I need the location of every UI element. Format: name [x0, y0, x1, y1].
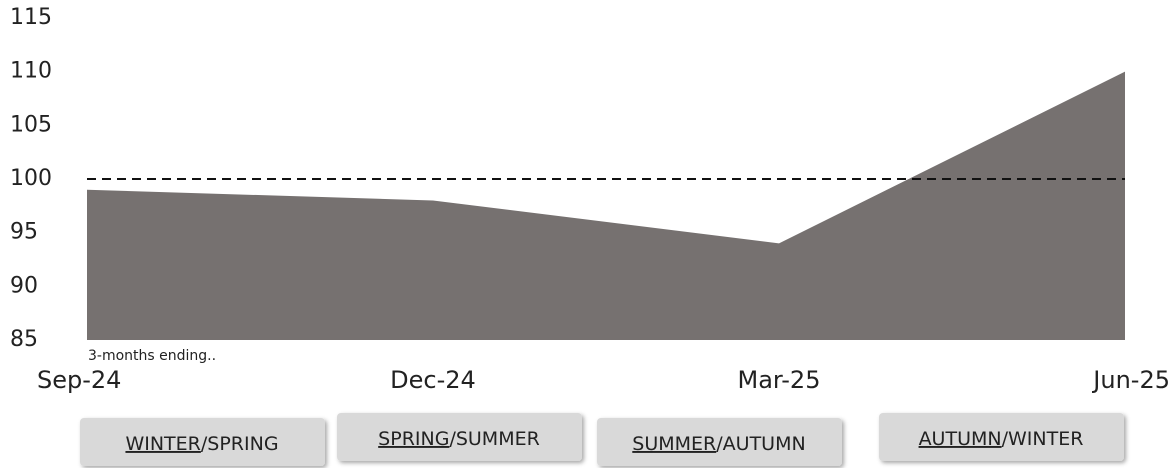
season-button[interactable]: WINTER/SPRING — [80, 418, 325, 466]
y-tick-label: 85 — [10, 327, 38, 352]
y-tick-label: 105 — [10, 112, 52, 137]
button-label-rest: /WINTER — [1002, 428, 1084, 450]
x-tick-label: Dec-24 — [390, 366, 476, 394]
x-tick-label: Sep-24 — [37, 366, 121, 394]
button-label: SUMMER/AUTUMN — [632, 433, 805, 455]
x-tick-label: Jun-25 — [1091, 366, 1170, 394]
annotation: 3-months ending.. — [88, 348, 216, 364]
area — [87, 71, 1125, 341]
button-bg — [597, 418, 842, 466]
season-button[interactable]: SPRING/SUMMER — [337, 413, 582, 461]
season-button[interactable]: SUMMER/AUTUMN — [597, 418, 842, 466]
y-tick-label: 95 — [10, 220, 38, 245]
button-label: AUTUMN/WINTER — [919, 428, 1084, 450]
y-tick-label: 100 — [10, 166, 52, 191]
y-tick-label: 110 — [10, 59, 52, 84]
button-bg — [80, 418, 325, 466]
button-label-rest: /SPRING — [201, 433, 279, 455]
button-label: WINTER/SPRING — [125, 433, 278, 455]
button-bg — [337, 413, 582, 461]
button-label-underlined: SUMMER — [632, 433, 716, 455]
x-tick-label: Mar-25 — [738, 366, 821, 394]
button-label: SPRING/SUMMER — [378, 428, 540, 450]
button-label-rest: /SUMMER — [449, 428, 539, 450]
button-label-underlined: WINTER — [125, 433, 200, 455]
y-tick-label: 90 — [10, 273, 38, 298]
button-bg — [879, 413, 1124, 461]
button-label-underlined: AUTUMN — [919, 428, 1002, 450]
y-tick-label: 115 — [10, 5, 52, 30]
button-label-underlined: SPRING — [378, 428, 449, 450]
button-label-rest: /AUTUMN — [716, 433, 805, 455]
season-button[interactable]: AUTUMN/WINTER — [879, 413, 1124, 461]
